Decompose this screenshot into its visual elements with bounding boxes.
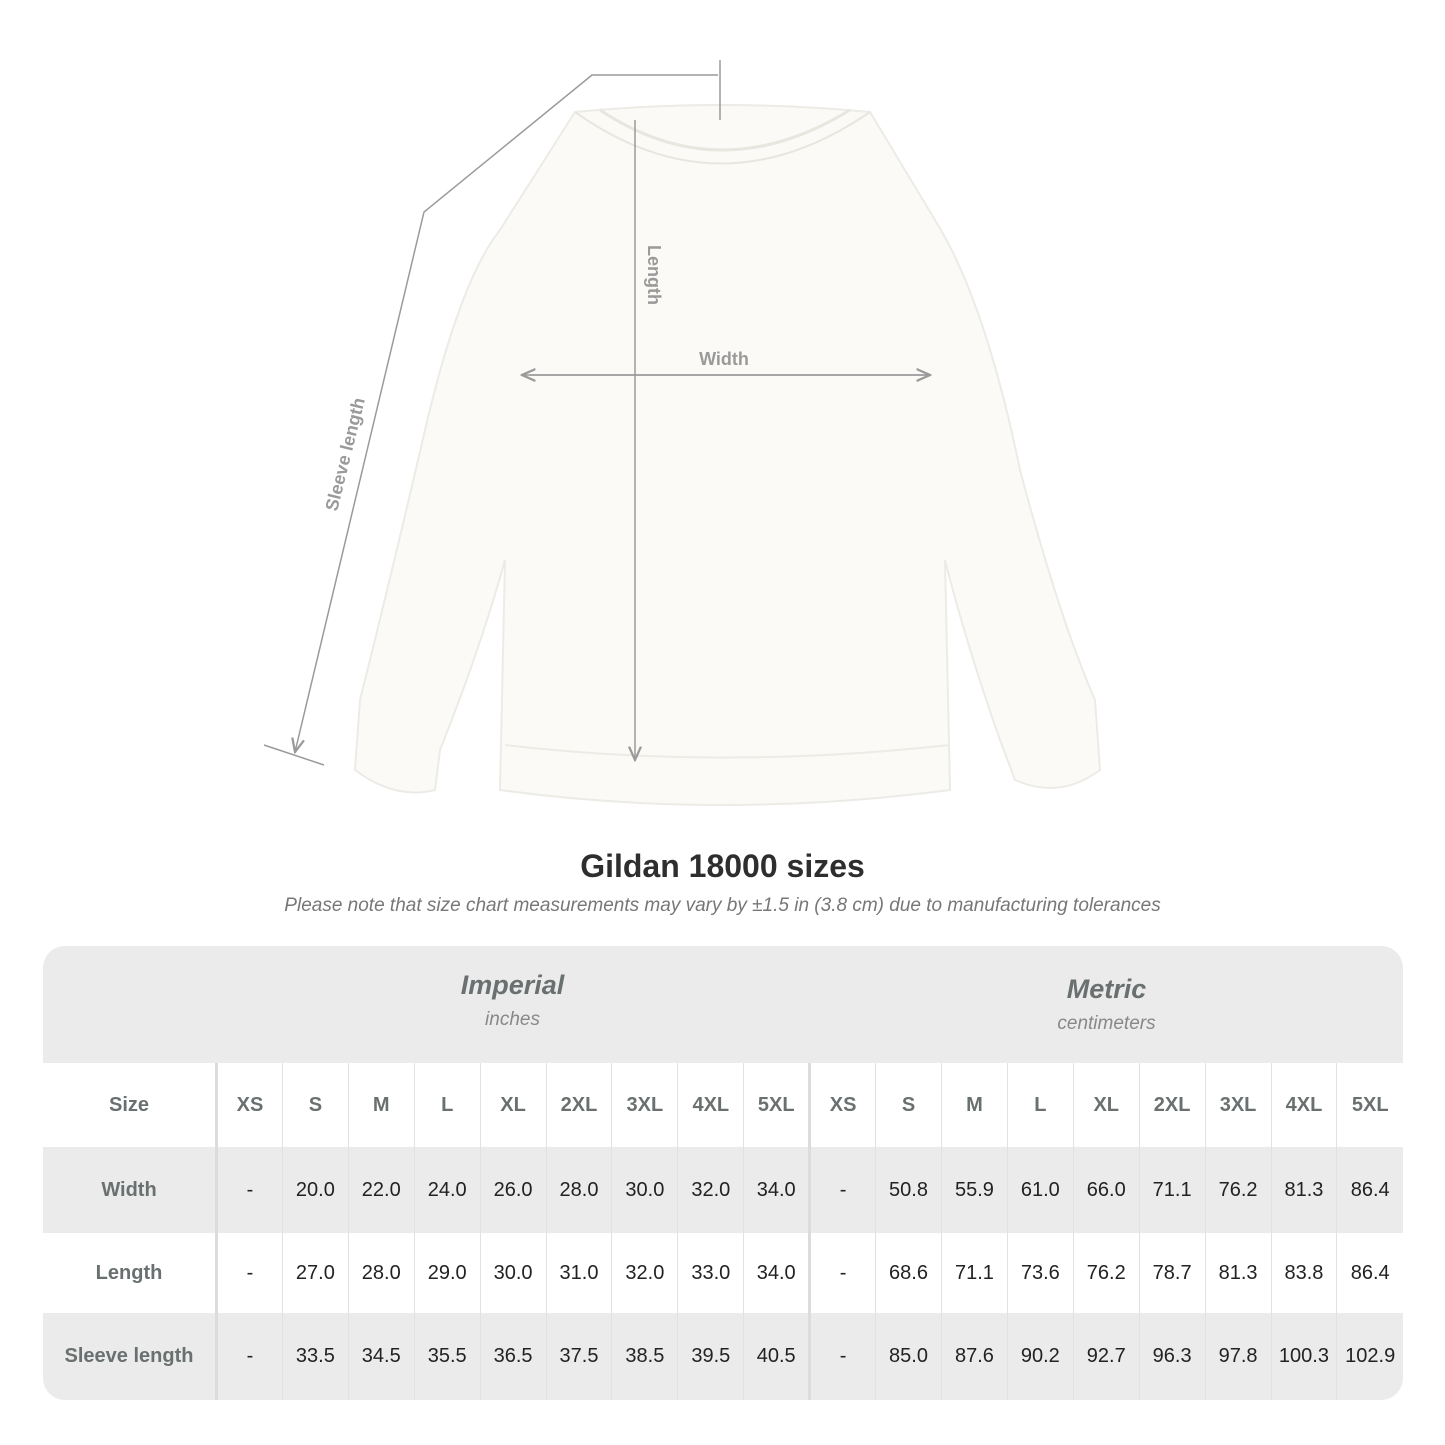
metric-value-cell: 100.3 bbox=[1270, 1313, 1337, 1400]
metric-value-cell: 71.1 bbox=[940, 1233, 1008, 1313]
metric-value-cell: 92.7 bbox=[1072, 1313, 1140, 1400]
imperial-value-cell: - bbox=[216, 1233, 283, 1313]
metric-header: Metric centimeters bbox=[810, 974, 1403, 1035]
table-row: Width -20.0 22.0 24.0 26.0 28.0 30.0 32.0 34.0-5… bbox=[43, 1147, 1403, 1233]
table-row: Length -27.0 28.0 29.0 30.0 31.0 32.0 33.0 34.0-… bbox=[43, 1233, 1403, 1313]
imperial-value-cell: 34.5 bbox=[347, 1313, 415, 1400]
metric-value-cell: 50.8 bbox=[875, 1147, 942, 1233]
imperial-value-cell: 32.0 bbox=[677, 1147, 744, 1233]
imperial-value-cell: 20.0 bbox=[281, 1147, 349, 1233]
metric-title: Metric bbox=[1066, 974, 1147, 1004]
imperial-size-4xl: 4XL bbox=[677, 1063, 744, 1147]
page-title: Gildan 18000 sizes bbox=[580, 848, 865, 884]
metric-value-cell: 86.4 bbox=[1336, 1147, 1403, 1233]
width-label: Width bbox=[699, 349, 749, 369]
metric-value-cell: 102.9 bbox=[1336, 1313, 1403, 1400]
metric-value-cell: 55.9 bbox=[940, 1147, 1008, 1233]
metric-value-cell: 87.6 bbox=[940, 1313, 1008, 1400]
imperial-value-cell: 27.0 bbox=[281, 1233, 349, 1313]
metric-unit: centimeters bbox=[1057, 1013, 1156, 1034]
imperial-value-cell: 22.0 bbox=[347, 1147, 415, 1233]
imperial-value-cell: 28.0 bbox=[545, 1147, 612, 1233]
metric-size-s: S bbox=[875, 1063, 942, 1147]
metric-value-cell: 68.6 bbox=[875, 1233, 942, 1313]
imperial-value-cell: 30.0 bbox=[611, 1147, 678, 1233]
sweatshirt-diagram: Length Width Sleeve length bbox=[263, 60, 1102, 806]
metric-size-xs: XS bbox=[808, 1063, 876, 1147]
metric-value-cell: 81.3 bbox=[1204, 1233, 1271, 1313]
imperial-size-m: M bbox=[347, 1063, 415, 1147]
metric-value-cell: - bbox=[808, 1233, 876, 1313]
imperial-size-5xl: 5XL bbox=[743, 1063, 810, 1147]
sleeve-length-label: Sleeve length bbox=[321, 396, 368, 513]
metric-size-4xl: 4XL bbox=[1270, 1063, 1337, 1147]
imperial-value-cell: 39.5 bbox=[677, 1313, 744, 1400]
metric-size-3xl: 3XL bbox=[1204, 1063, 1271, 1147]
metric-value-cell: 71.1 bbox=[1138, 1147, 1206, 1233]
imperial-value-cell: 40.5 bbox=[743, 1313, 810, 1400]
metric-size-l: L bbox=[1006, 1063, 1074, 1147]
imperial-size-l: L bbox=[413, 1063, 481, 1147]
metric-value-cell: 61.0 bbox=[1006, 1147, 1074, 1233]
size-header: Size bbox=[43, 1063, 218, 1147]
imperial-title: Imperial bbox=[460, 970, 565, 1000]
imperial-size-3xl: 3XL bbox=[611, 1063, 678, 1147]
metric-value-cell: - bbox=[808, 1147, 876, 1233]
metric-size-2xl: 2XL bbox=[1138, 1063, 1206, 1147]
metric-value-cell: 85.0 bbox=[875, 1313, 942, 1400]
metric-size-xl: XL bbox=[1072, 1063, 1140, 1147]
imperial-value-cell: 24.0 bbox=[413, 1147, 481, 1233]
row-label: Length bbox=[43, 1233, 218, 1313]
imperial-value-cell: 31.0 bbox=[545, 1233, 612, 1313]
metric-value-cell: 83.8 bbox=[1270, 1233, 1337, 1313]
metric-value-cell: 90.2 bbox=[1006, 1313, 1074, 1400]
imperial-value-cell: - bbox=[216, 1313, 283, 1400]
size-table: Imperial inches Metric centimeters Size X… bbox=[43, 946, 1403, 1400]
imperial-value-cell: 26.0 bbox=[479, 1147, 547, 1233]
row-label: Sleeve length bbox=[43, 1313, 218, 1400]
metric-value-cell: 96.3 bbox=[1138, 1313, 1206, 1400]
metric-value-cell: - bbox=[808, 1313, 876, 1400]
tolerance-note: Please note that size chart measurements… bbox=[284, 895, 1161, 916]
size-grid: Size XS S M L XL 2XL 3XL 4XL 5XL XS S M L XL 2XL 3XL 4XL 5… bbox=[43, 1063, 1403, 1400]
imperial-size-2xl: 2XL bbox=[545, 1063, 612, 1147]
imperial-value-cell: 28.0 bbox=[347, 1233, 415, 1313]
metric-value-cell: 86.4 bbox=[1336, 1233, 1403, 1313]
imperial-value-cell: 34.0 bbox=[743, 1233, 810, 1313]
imperial-value-cell: 32.0 bbox=[611, 1233, 678, 1313]
imperial-size-s: S bbox=[281, 1063, 349, 1147]
metric-value-cell: 97.8 bbox=[1204, 1313, 1271, 1400]
imperial-value-cell: 38.5 bbox=[611, 1313, 678, 1400]
imperial-value-cell: - bbox=[216, 1147, 283, 1233]
row-label: Width bbox=[43, 1147, 218, 1233]
metric-value-cell: 73.6 bbox=[1006, 1233, 1074, 1313]
imperial-value-cell: 37.5 bbox=[545, 1313, 612, 1400]
table-row: Sleeve length -33.5 34.5 35.5 36.5 37.5 38.5 39… bbox=[43, 1313, 1403, 1400]
width-dimension: Width bbox=[522, 349, 930, 375]
imperial-unit: inches bbox=[485, 1009, 540, 1030]
imperial-value-cell: 29.0 bbox=[413, 1233, 481, 1313]
imperial-value-cell: 34.0 bbox=[743, 1147, 810, 1233]
imperial-value-cell: 35.5 bbox=[413, 1313, 481, 1400]
imperial-value-cell: 30.0 bbox=[479, 1233, 547, 1313]
metric-value-cell: 81.3 bbox=[1270, 1147, 1337, 1233]
imperial-size-xl: XL bbox=[479, 1063, 547, 1147]
length-label: Length bbox=[644, 245, 664, 305]
metric-value-cell: 78.7 bbox=[1138, 1233, 1206, 1313]
imperial-value-cell: 33.0 bbox=[677, 1233, 744, 1313]
metric-size-m: M bbox=[940, 1063, 1008, 1147]
sweatshirt-image bbox=[353, 104, 1102, 806]
imperial-size-xs: XS bbox=[216, 1063, 283, 1147]
metric-value-cell: 76.2 bbox=[1204, 1147, 1271, 1233]
size-header-row: Size XS S M L XL 2XL 3XL 4XL 5XL XS S M L XL 2XL 3XL 4XL 5… bbox=[43, 1063, 1403, 1147]
imperial-value-cell: 33.5 bbox=[281, 1313, 349, 1400]
length-dimension: Length bbox=[635, 60, 721, 760]
imperial-header: Imperial inches bbox=[215, 970, 810, 1031]
metric-value-cell: 76.2 bbox=[1072, 1233, 1140, 1313]
metric-value-cell: 66.0 bbox=[1072, 1147, 1140, 1233]
metric-size-5xl: 5XL bbox=[1336, 1063, 1403, 1147]
unit-header-band bbox=[43, 946, 1403, 1063]
imperial-value-cell: 36.5 bbox=[479, 1313, 547, 1400]
